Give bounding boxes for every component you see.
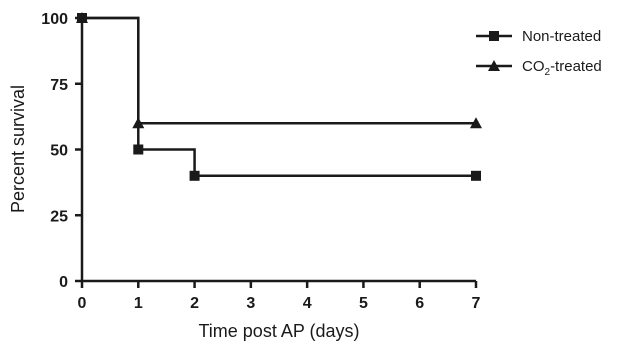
legend-entry-non-treated: Non-treated <box>476 28 601 45</box>
data-point-co2-treated <box>132 117 145 129</box>
series-layer <box>76 12 482 181</box>
x-tick-label: 4 <box>303 295 312 312</box>
legend-triangle-marker <box>488 60 500 71</box>
legend-label-co2-tail: -treated <box>550 58 602 75</box>
data-point-non-treated <box>471 170 481 181</box>
legend-label-co2-main: CO <box>522 58 545 75</box>
data-point-non-treated <box>133 144 144 155</box>
x-ticks: 0 1 2 3 4 5 6 7 <box>78 281 481 312</box>
x-tick-label: 6 <box>415 295 424 312</box>
legend-square-marker <box>489 31 499 41</box>
x-tick-label: 1 <box>134 295 143 312</box>
series-line-co2-treated <box>82 16 476 125</box>
x-axis-title: Time post AP (days) <box>198 321 359 341</box>
legend-label-co2-sub: 2 <box>545 67 551 78</box>
data-point-non-treated <box>189 170 200 181</box>
x-tick-label: 2 <box>190 295 199 312</box>
x-tick-label: 0 <box>78 295 87 312</box>
y-tick-label: 50 <box>50 143 68 160</box>
y-ticks: 0 25 50 75 100 <box>41 11 82 291</box>
axes: 0 25 50 75 100 0 1 2 3 4 5 6 7 <box>41 11 480 312</box>
x-tick-label: 3 <box>246 295 255 312</box>
y-tick-label: 0 <box>59 274 68 291</box>
y-axis-title: Percent survival <box>8 85 28 213</box>
x-tick-label: 5 <box>359 295 368 312</box>
y-tick-label: 25 <box>50 208 68 225</box>
legend: Non-treated CO2-treated <box>476 28 602 78</box>
y-tick-label: 100 <box>41 11 68 28</box>
y-tick-label: 75 <box>50 77 68 94</box>
legend-entry-co2-treated: CO2-treated <box>476 58 602 78</box>
legend-label-co2-treated: CO2-treated <box>522 58 602 78</box>
x-tick-label: 7 <box>472 295 481 312</box>
legend-label-non-treated: Non-treated <box>522 28 601 45</box>
data-point-co2-treated <box>470 117 482 129</box>
data-point-co2-treated <box>76 12 88 23</box>
